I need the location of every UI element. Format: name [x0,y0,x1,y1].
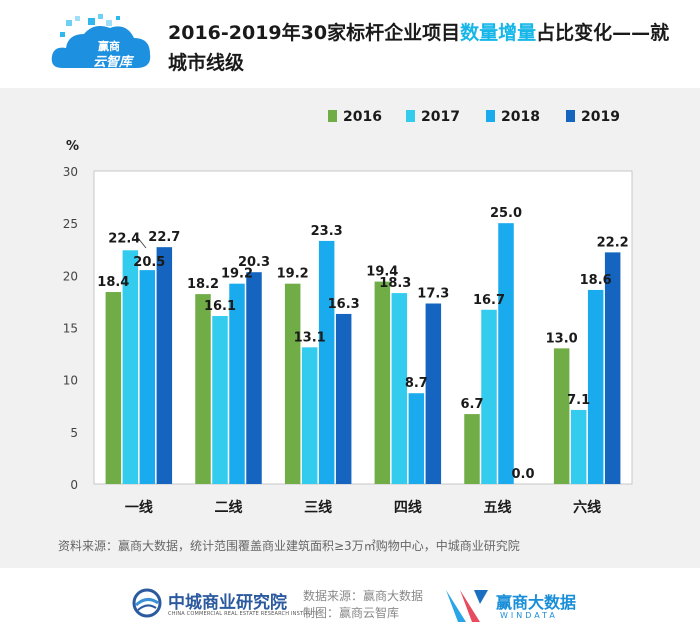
source-note: 资料来源：赢商大数据，统计范围覆盖商业建筑面积≥3万㎡购物中心，中城商业研究院 [58,539,520,553]
y-tick-label: 0 [70,478,78,492]
data-label: 6.7 [460,397,483,412]
bar-2017-5 [570,409,587,484]
legend-label-2019: 2019 [581,109,620,125]
logo-text-secondary: 云智库 [93,55,133,70]
data-label: 8.7 [405,376,428,391]
data-label: 22.2 [597,235,629,250]
x-tick-label: 一线 [125,499,153,516]
legend: 2016 2017 2018 2019 [328,109,620,125]
data-label: 18.2 [187,277,219,292]
title-highlight: 数量增量 [460,22,537,44]
x-tick-label: 三线 [304,499,332,516]
data-label: 22.7 [148,230,180,245]
data-label: 0.0 [511,467,534,482]
data-label: 13.0 [546,331,578,346]
bar-2019-0 [156,247,173,484]
footer [0,572,700,638]
data-label: 16.1 [204,299,236,314]
windata-name: 赢商大数据 [496,593,577,612]
data-label: 19.2 [221,267,253,282]
legend-label-2016: 2016 [343,109,382,125]
footer-data-source: 数据来源：赢商大数据 [303,589,424,603]
data-label: 22.4 [108,231,140,246]
title-suffix: 占比变化——就城市线级 [168,22,670,74]
bar-2016-5 [553,348,570,484]
bar-2016-2 [284,283,301,484]
y-tick-label: 15 [63,322,78,336]
data-label: 16.7 [473,293,505,308]
windata-subtitle: WINDATA [500,611,558,620]
title-prefix: 2016-2019年30家标杆企业项目 [168,22,461,44]
data-label: 25.0 [490,206,522,221]
footer-source: 数据来源：赢商大数据 制图：赢商云智库 [303,588,423,622]
cloud-icon [51,14,151,68]
data-label: 18.6 [580,273,612,288]
bar-2016-1 [195,294,211,484]
bar-2017-3 [391,293,408,484]
data-label: 23.3 [311,224,343,239]
logo-text-primary: 赢商 [98,40,120,53]
data-label: 20.5 [133,255,165,270]
bar-2018-4 [498,223,514,484]
bar-2018-2 [318,240,335,484]
bar-2017-0 [122,250,139,484]
org-logo-icon [132,588,162,618]
data-label: 7.1 [567,393,590,408]
y-tick-label: 20 [63,269,78,283]
x-tick-label: 六线 [573,499,601,516]
data-label: 20.3 [238,255,270,270]
x-tick-label: 五线 [484,499,512,516]
bar-2018-5 [587,289,604,484]
y-axis-label: % [66,139,79,154]
legend-swatch-2019 [566,110,575,122]
bar-2019-3 [425,303,442,484]
bar-2016-0 [105,292,122,484]
bar-2016-4 [464,414,480,484]
y-axis-ticks: 0 5 10 15 20 25 30 [63,165,78,492]
bar-2017-4 [481,309,497,484]
windata-logo-icon [446,590,488,622]
bar-2019-5 [604,252,621,484]
legend-swatch-2017 [406,110,415,122]
bar-2017-1 [212,316,228,484]
label-leader-line [137,237,147,249]
bar-2016-3 [374,281,391,484]
x-axis-ticks: 一线 二线 三线 四线 五线 六线 [125,499,601,516]
data-label: 13.1 [294,330,326,345]
bar-2018-1 [229,283,245,484]
yingshang-cloud-logo [48,12,156,76]
bar-2019-2 [335,313,352,484]
data-label: 18.3 [379,276,411,291]
legend-swatch-2016 [328,110,337,122]
bars [105,223,621,484]
data-label: 19.4 [366,265,398,280]
bar-2018-3 [408,393,425,484]
plot-area [93,170,633,485]
legend-label-2017: 2017 [421,109,460,125]
y-tick-label: 5 [70,426,78,440]
bar-2019-1 [246,272,262,484]
data-labels: 18.422.420.522.718.216.119.220.319.213.1… [97,206,628,482]
x-tick-label: 二线 [215,499,243,516]
bar-2017-2 [301,347,318,484]
data-label: 17.3 [417,287,449,302]
legend-label-2018: 2018 [501,109,540,125]
bar-2018-0 [139,270,156,484]
data-label: 18.4 [97,275,129,290]
page-title: 2016-2019年30家标杆企业项目数量增量占比变化——就城市线级 [168,18,688,78]
x-tick-label: 四线 [394,499,422,516]
org-name: 中城商业研究院 [168,593,287,613]
footer-made-by: 制图：赢商云智库 [303,606,400,620]
y-tick-label: 10 [63,374,78,388]
y-tick-label: 25 [63,217,78,231]
y-tick-label: 30 [63,165,78,179]
org-subtitle: CHINA COMMERCIAL REAL ESTATE RESEARCH IN… [168,611,319,617]
data-label: 19.2 [277,267,309,282]
legend-swatch-2018 [486,110,495,122]
data-label: 16.3 [328,297,360,312]
